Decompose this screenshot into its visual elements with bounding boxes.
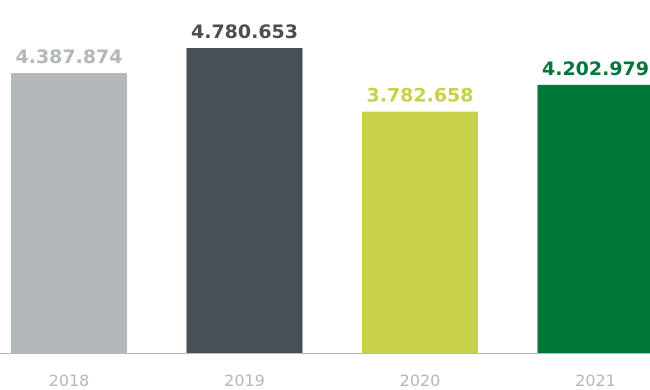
x-tick-label-2019: 2019 [224,371,265,390]
bar-2019 [186,48,303,353]
value-label-2019: 4.780.653 [191,21,298,43]
bar-2021 [537,84,650,353]
x-tick-label-2021: 2021 [575,371,616,390]
bar-2018 [11,73,127,353]
x-tick-labels-group: 2018 2019 2020 2021 [49,371,616,390]
bars-group [11,48,650,353]
value-label-2018: 4.387.874 [16,46,123,68]
value-labels-group: 4.387.874 4.780.653 3.782.658 4.202.979 [16,21,649,107]
value-label-2021: 4.202.979 [542,58,649,80]
bar-2020 [362,111,478,353]
x-tick-label-2020: 2020 [400,371,441,390]
value-label-2020: 3.782.658 [367,85,474,107]
x-tick-label-2018: 2018 [49,371,90,390]
